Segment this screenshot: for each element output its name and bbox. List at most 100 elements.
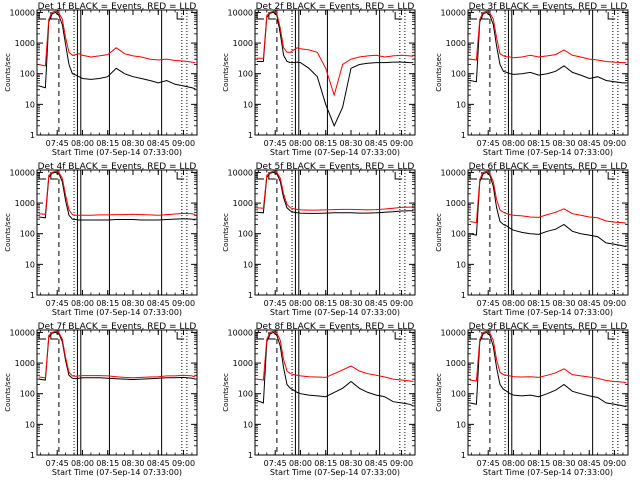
events-series-line (469, 11, 627, 84)
y-tick-label: 100 (20, 70, 35, 79)
panel-title: Det 7f BLACK = Events, RED = LLD (38, 322, 197, 332)
y-tick-label: 1 (248, 451, 253, 460)
x-tick-label: 09:00 (603, 139, 626, 148)
attenuator-flag (394, 332, 403, 340)
x-tick-label: 09:00 (172, 139, 195, 148)
x-tick-label: 08:30 (552, 459, 575, 468)
plot-frame (254, 169, 416, 296)
y-tick-label: 10000 (10, 8, 35, 17)
lld-series-line (38, 330, 196, 379)
attenuator-flag (256, 12, 265, 20)
y-tick-label: 10000 (10, 168, 35, 177)
x-tick-label: 08:15 (527, 139, 550, 148)
y-tick-label: 100 (238, 230, 253, 239)
y-tick-label: 1000 (15, 39, 35, 48)
x-axis-label: Start Time (07-Sep-14 07:33:00) (483, 468, 613, 477)
panel-title: Det 3f BLACK = Events, RED = LLD (469, 2, 628, 12)
detector-panel: Det 4f BLACK = Events, RED = LLD Counts/s… (4, 162, 198, 317)
x-tick-label: 08:30 (339, 459, 362, 468)
x-axis-label: Start Time (07-Sep-14 07:33:00) (52, 148, 182, 157)
y-tick-label: 1000 (15, 199, 35, 208)
attenuator-flag (394, 172, 403, 180)
lld-series-line (256, 170, 414, 211)
attenuator-flag (607, 172, 616, 180)
x-tick-label: 08:00 (502, 459, 525, 468)
y-tick-label: 1 (461, 131, 466, 140)
lld-series-line (256, 10, 414, 97)
x-tick-label: 09:00 (390, 299, 413, 308)
attenuator-flag (469, 12, 478, 20)
attenuator-flag (607, 332, 616, 340)
attenuator-flag (176, 172, 185, 180)
x-tick-label: 08:45 (578, 459, 601, 468)
y-tick-label: 100 (238, 70, 253, 79)
detector-panel: Det 2f BLACK = Events, RED = LLD Counts/s… (222, 2, 416, 157)
attenuator-flag (38, 12, 47, 20)
panel-title: Det 5f BLACK = Events, RED = LLD (256, 162, 415, 172)
y-axis-label: Counts/sec (435, 53, 443, 92)
lld-series-line (38, 170, 196, 216)
y-tick-label: 1 (30, 291, 35, 300)
lld-series-line (38, 10, 196, 67)
lld-series-line (469, 330, 627, 384)
plot-frame (254, 329, 416, 456)
x-tick-label: 08:15 (527, 299, 550, 308)
x-tick-label: 08:45 (578, 139, 601, 148)
events-series-line (469, 171, 627, 248)
y-tick-label: 10 (243, 260, 253, 269)
panel-title: Det 4f BLACK = Events, RED = LLD (38, 162, 197, 172)
x-tick-label: 08:00 (289, 139, 312, 148)
attenuator-flag (38, 172, 47, 180)
detector-panel: Det 7f BLACK = Events, RED = LLD Counts/s… (4, 322, 198, 477)
x-tick-label: 08:00 (71, 139, 94, 148)
x-tick-label: 09:00 (603, 459, 626, 468)
y-axis-label: Counts/sec (4, 53, 12, 92)
detector-panel: Det 8f BLACK = Events, RED = LLD Counts/s… (222, 322, 416, 477)
y-tick-label: 1000 (233, 39, 253, 48)
y-tick-label: 100 (451, 390, 466, 399)
plot-frame (254, 9, 416, 136)
y-tick-label: 1 (30, 131, 35, 140)
x-tick-label: 08:30 (121, 299, 144, 308)
lld-series-line (256, 330, 414, 382)
x-tick-label: 08:30 (121, 459, 144, 468)
lld-series-line (469, 170, 627, 224)
x-axis-label: Start Time (07-Sep-14 07:33:00) (483, 148, 613, 157)
x-tick-label: 09:00 (603, 299, 626, 308)
plot-frame (467, 329, 629, 456)
x-tick-label: 07:45 (46, 139, 69, 148)
x-tick-label: 09:00 (172, 459, 195, 468)
x-tick-label: 07:45 (477, 139, 500, 148)
y-tick-label: 10 (456, 100, 466, 109)
attenuator-flag (176, 12, 185, 20)
attenuator-flag (38, 332, 47, 340)
detector-panel: Det 5f BLACK = Events, RED = LLD Counts/s… (222, 162, 416, 317)
y-tick-label: 10000 (441, 168, 466, 177)
y-tick-label: 100 (451, 70, 466, 79)
y-tick-label: 1 (461, 451, 466, 460)
plot-frame (36, 169, 198, 296)
y-tick-label: 1 (30, 451, 35, 460)
y-tick-label: 10 (25, 260, 35, 269)
attenuator-flag (176, 332, 185, 340)
x-tick-label: 08:15 (96, 139, 119, 148)
x-tick-label: 07:45 (477, 299, 500, 308)
x-tick-label: 08:45 (578, 299, 601, 308)
y-tick-label: 10000 (441, 8, 466, 17)
y-axis-label: Counts/sec (222, 373, 230, 412)
events-series-line (256, 331, 414, 407)
x-axis-label: Start Time (07-Sep-14 07:33:00) (270, 468, 400, 477)
x-tick-label: 08:15 (314, 459, 337, 468)
y-tick-label: 10 (243, 420, 253, 429)
y-tick-label: 1000 (446, 39, 466, 48)
y-tick-label: 10 (456, 260, 466, 269)
x-axis-label: Start Time (07-Sep-14 07:33:00) (483, 308, 613, 317)
x-tick-label: 08:15 (314, 299, 337, 308)
x-axis-label: Start Time (07-Sep-14 07:33:00) (52, 308, 182, 317)
y-axis-label: Counts/sec (435, 213, 443, 252)
detector-panel: Det 6f BLACK = Events, RED = LLD Counts/s… (435, 162, 629, 317)
x-tick-label: 07:45 (264, 139, 287, 148)
events-series-line (38, 171, 196, 221)
y-axis-label: Counts/sec (435, 373, 443, 412)
